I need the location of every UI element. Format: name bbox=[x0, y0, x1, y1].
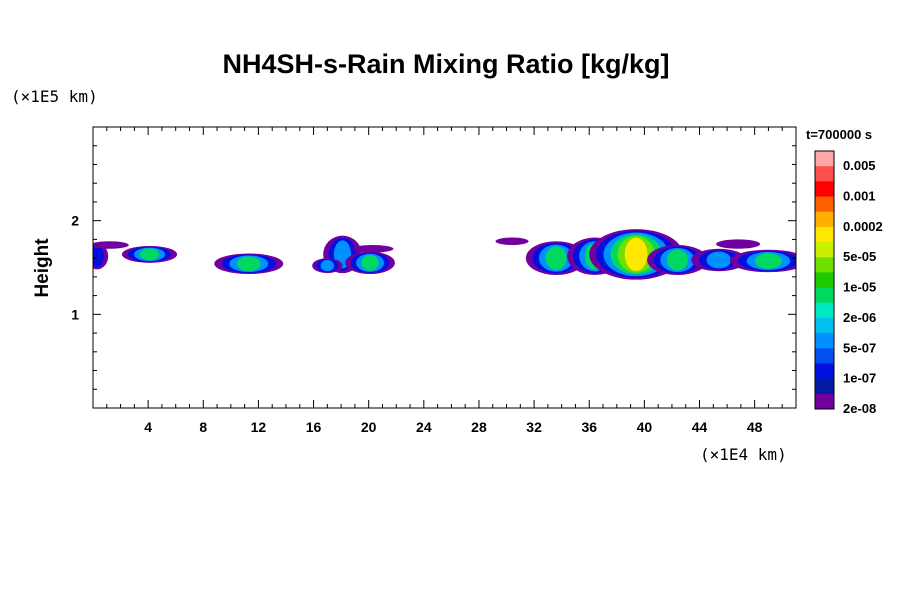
colorbar-label: 1e-05 bbox=[843, 280, 876, 295]
colorbar-swatch bbox=[815, 151, 834, 167]
x-tick-label: 12 bbox=[251, 419, 267, 435]
colorbar-label: 5e-05 bbox=[843, 249, 876, 264]
colorbar-swatch bbox=[815, 257, 834, 273]
colorbar-label: 5e-07 bbox=[843, 340, 876, 355]
x-tick-label: 4 bbox=[144, 419, 152, 435]
x-tick-label: 48 bbox=[747, 419, 763, 435]
colorbar-label: 1e-07 bbox=[843, 371, 876, 386]
colorbar-swatch bbox=[815, 166, 834, 182]
colorbar-swatch bbox=[815, 272, 834, 289]
contour-blob bbox=[716, 239, 761, 249]
contour-blob bbox=[93, 241, 129, 249]
x-tick-labels: 4 8 12 16 20 24 28 32 36 40 44 48 bbox=[144, 419, 762, 435]
colorbar-swatch bbox=[815, 242, 834, 258]
colorbar-swatch bbox=[815, 317, 834, 334]
contour-blob bbox=[691, 248, 747, 272]
x-tick-label: 24 bbox=[416, 419, 432, 435]
axis-ticks bbox=[93, 127, 796, 408]
y-tick-labels: 12 bbox=[71, 213, 79, 323]
contour-level bbox=[93, 241, 129, 249]
colorbar-swatch bbox=[815, 181, 834, 198]
chart-title: NH4SH-s-Rain Mixing Ratio [kg/kg] bbox=[222, 49, 669, 79]
colorbar-swatch bbox=[815, 226, 834, 243]
x-tick-label: 44 bbox=[692, 419, 708, 435]
y-axis-label: Height bbox=[32, 238, 53, 298]
contour-level bbox=[755, 253, 782, 269]
contour-level bbox=[320, 260, 335, 272]
colorbar-swatch bbox=[815, 333, 834, 349]
colorbar-swatch bbox=[815, 196, 834, 213]
colorbar-swatch bbox=[815, 287, 834, 304]
contour-level bbox=[545, 246, 567, 271]
contour-blob bbox=[352, 245, 394, 253]
x-tick-label: 8 bbox=[199, 419, 207, 435]
contour-level bbox=[352, 245, 394, 253]
plot-area bbox=[92, 126, 797, 409]
plot-frame bbox=[92, 126, 797, 409]
y-unit-label: (×1E5 km) bbox=[11, 87, 98, 106]
contour-blob bbox=[121, 245, 178, 263]
colorbar-swatch bbox=[815, 211, 834, 228]
colorbar-swatch bbox=[815, 302, 834, 319]
colorbar-label: 2e-06 bbox=[843, 310, 876, 325]
time-label: t=700000 s bbox=[806, 127, 872, 142]
contour-blob bbox=[312, 258, 343, 274]
contour-level bbox=[139, 248, 160, 261]
contour-level bbox=[495, 237, 529, 246]
y-tick-label: 2 bbox=[71, 213, 79, 229]
x-tick-label: 32 bbox=[526, 419, 542, 435]
contour-level bbox=[716, 239, 761, 249]
colorbar-label: 0.001 bbox=[843, 189, 876, 204]
colorbar-swatch bbox=[815, 393, 834, 410]
contour-level bbox=[706, 251, 732, 269]
colorbar-frame bbox=[814, 150, 835, 410]
x-tick-label: 28 bbox=[471, 419, 487, 435]
contour-blob bbox=[214, 253, 284, 275]
colorbar-swatch bbox=[815, 348, 834, 364]
contour-blob bbox=[729, 249, 796, 273]
contour-level bbox=[93, 245, 104, 268]
contour-level bbox=[236, 256, 261, 272]
colorbar-labels: 0.005 0.001 0.0002 5e-05 1e-05 2e-06 5e-07 1e-0… bbox=[843, 158, 883, 416]
colorbar bbox=[814, 150, 835, 410]
colorbar-label: 2e-08 bbox=[843, 401, 876, 416]
contour-blob bbox=[345, 251, 395, 275]
contour-blob bbox=[495, 237, 529, 246]
x-tick-label: 40 bbox=[637, 419, 653, 435]
x-tick-label: 16 bbox=[306, 419, 322, 435]
colorbar-label: 0.0002 bbox=[843, 219, 883, 234]
x-unit-label: (×1E4 km) bbox=[700, 445, 787, 464]
contour-blob bbox=[647, 245, 708, 275]
x-tick-label: 20 bbox=[361, 419, 377, 435]
contour-level bbox=[624, 237, 648, 272]
contour-level bbox=[666, 249, 689, 271]
colorbar-label: 0.005 bbox=[843, 158, 876, 173]
y-tick-label: 1 bbox=[71, 306, 79, 322]
colorbar-swatch bbox=[815, 363, 834, 380]
x-tick-label: 36 bbox=[581, 419, 597, 435]
contour-blob bbox=[93, 243, 109, 270]
colorbar-swatch bbox=[815, 378, 834, 395]
contour-level bbox=[361, 254, 379, 271]
contour-fields bbox=[93, 229, 796, 280]
